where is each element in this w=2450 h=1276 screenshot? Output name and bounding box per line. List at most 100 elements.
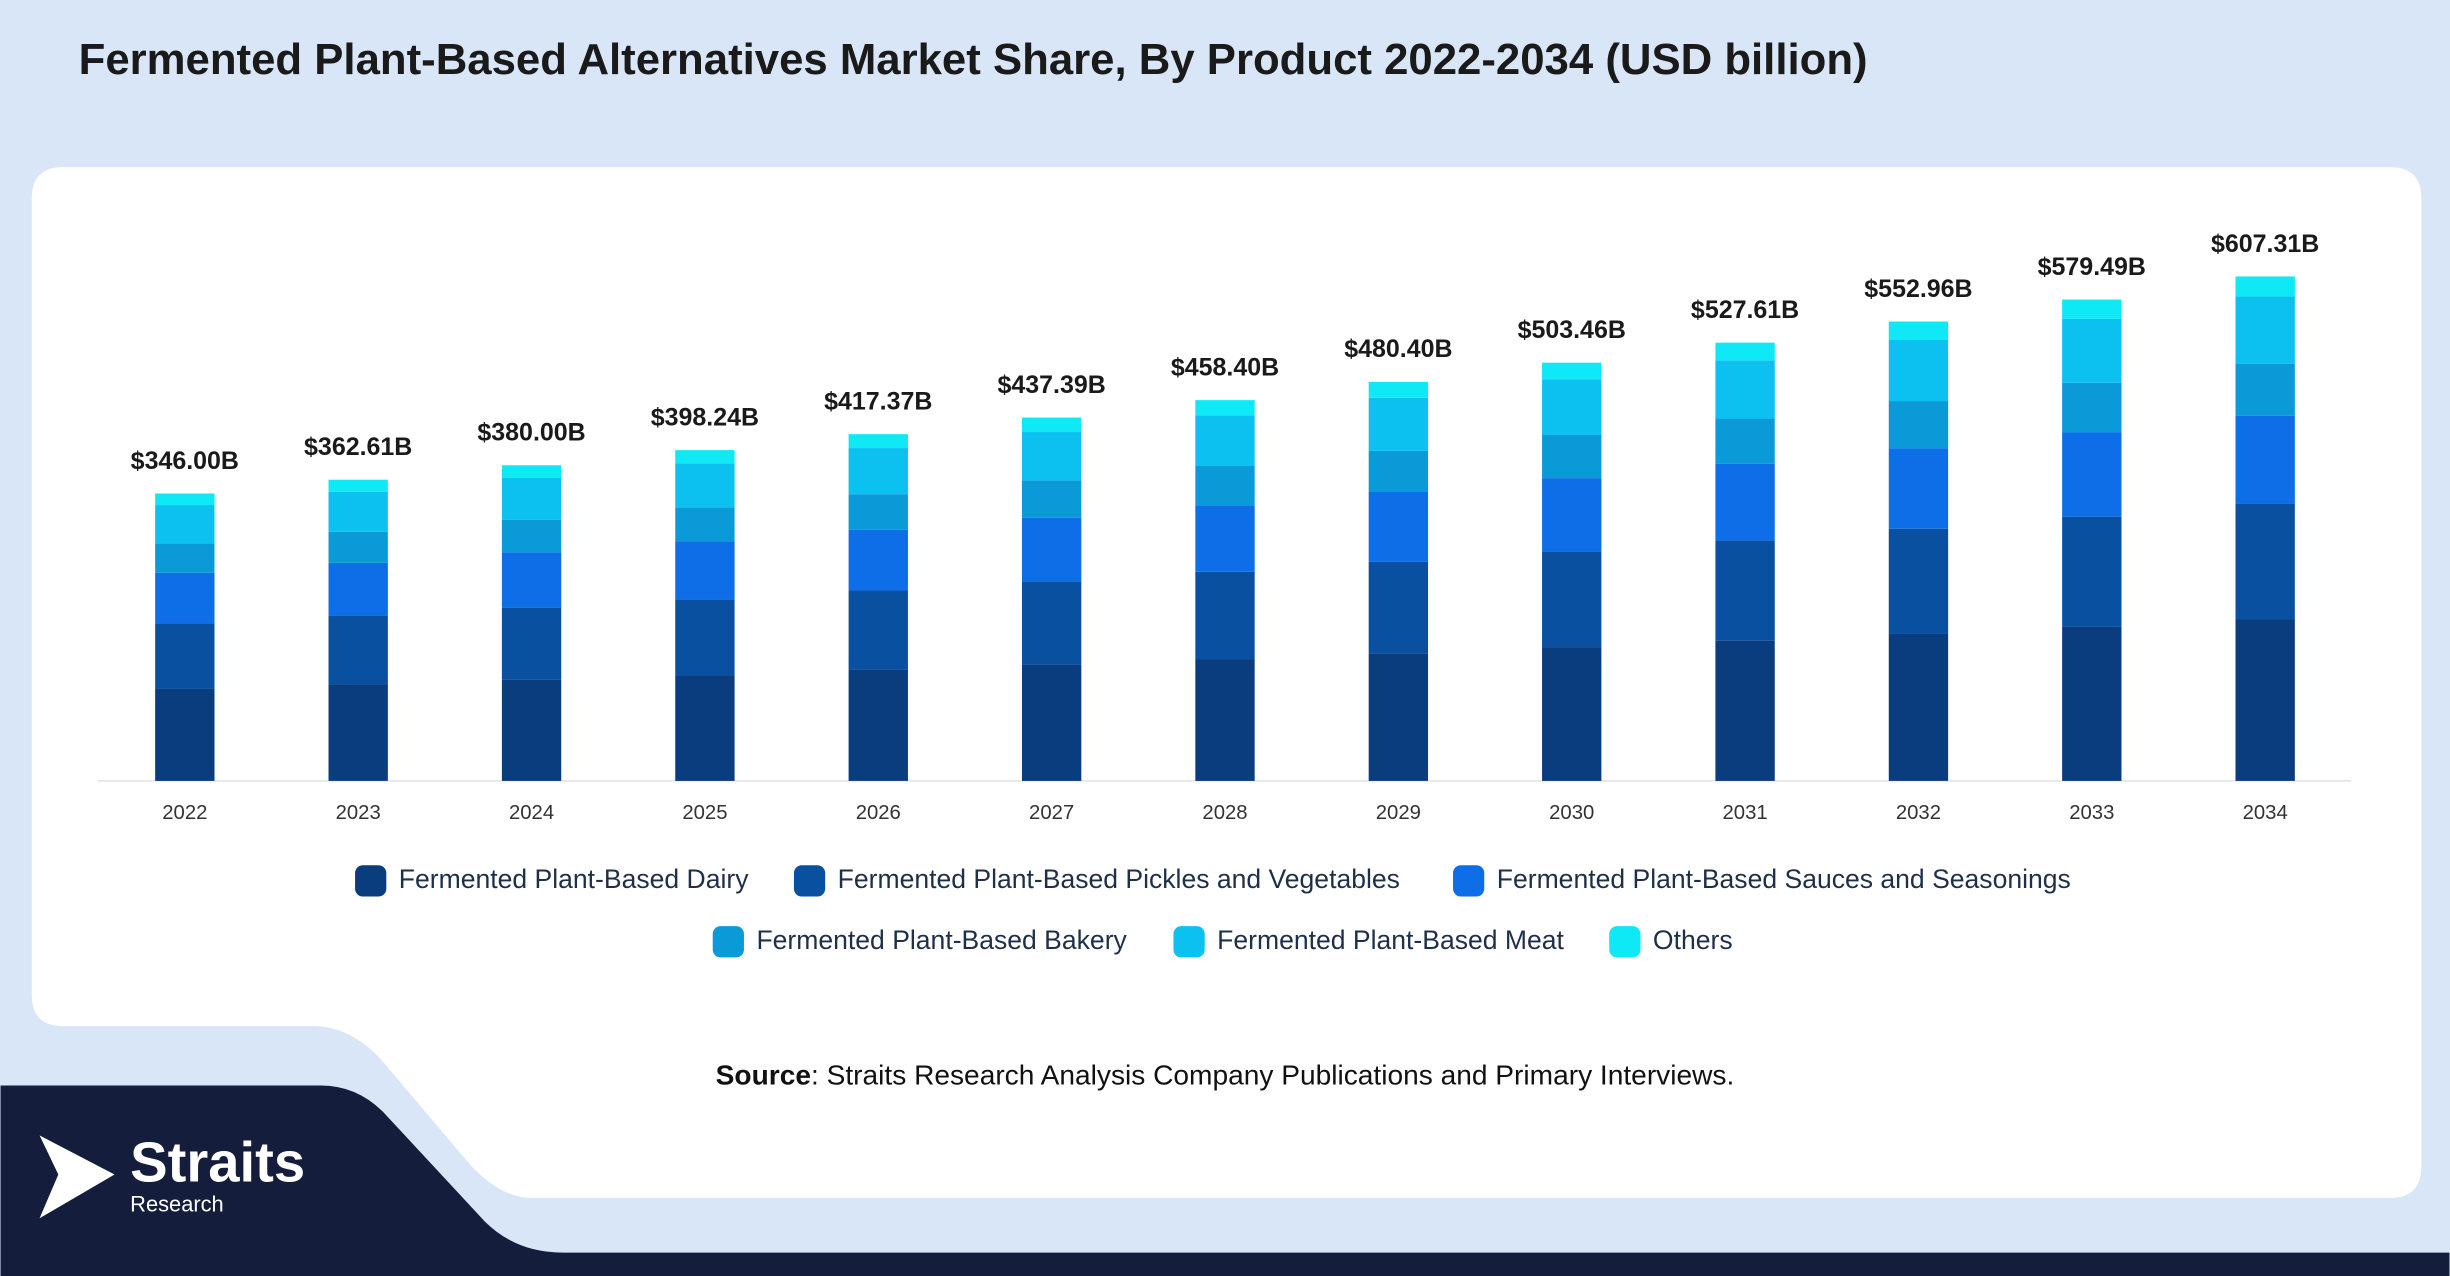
total-label: $437.39B bbox=[997, 371, 1105, 399]
bar-segment bbox=[501, 465, 562, 478]
bar-segment bbox=[155, 623, 215, 689]
bar-segment bbox=[1542, 362, 1602, 380]
bar-segment bbox=[155, 688, 215, 781]
bar-segment bbox=[1195, 659, 1255, 781]
legend-label: Fermented Plant-Based Dairy bbox=[399, 864, 749, 894]
bar-segment bbox=[1888, 401, 1949, 449]
bar-segment bbox=[1888, 448, 1949, 529]
source-text: : Straits Research Analysis Company Publ… bbox=[811, 1060, 1734, 1091]
bar-segment bbox=[2235, 363, 2295, 416]
bar-segment bbox=[675, 541, 735, 600]
x-tick-label: 2026 bbox=[856, 802, 901, 824]
x-tick-label: 2028 bbox=[1202, 802, 1247, 824]
x-tick-label: 2031 bbox=[1723, 802, 1768, 824]
x-tick-label: 2030 bbox=[1549, 802, 1594, 824]
bar-segment bbox=[1195, 466, 1255, 506]
bar-segment bbox=[1888, 633, 1949, 781]
bar-segment bbox=[1195, 571, 1255, 660]
bar-segment bbox=[1195, 415, 1255, 467]
x-tick-label: 2022 bbox=[162, 802, 207, 824]
total-label: $503.46B bbox=[1518, 316, 1626, 344]
bar-segment bbox=[1542, 435, 1602, 479]
bar-segment bbox=[2235, 276, 2295, 297]
bar-segment bbox=[501, 519, 562, 553]
bar-segment bbox=[328, 684, 388, 781]
bar-segment bbox=[501, 607, 562, 680]
chart-title: Fermented Plant-Based Alternatives Marke… bbox=[79, 35, 1868, 84]
x-tick-label: 2027 bbox=[1029, 802, 1074, 824]
legend-swatch bbox=[1453, 865, 1485, 897]
bar-segment bbox=[1888, 339, 1949, 402]
bar-segment bbox=[1195, 400, 1255, 416]
bar-segment bbox=[1715, 463, 1775, 541]
bar-segment bbox=[848, 590, 908, 670]
total-label: $417.37B bbox=[824, 388, 932, 416]
bar-segment bbox=[2235, 415, 2295, 504]
bar-segment bbox=[1368, 381, 1429, 398]
x-tick-label: 2024 bbox=[509, 802, 554, 824]
total-label: $607.31B bbox=[2211, 230, 2319, 258]
bar-segment bbox=[675, 450, 735, 464]
bar-segment bbox=[1888, 528, 1949, 634]
total-label: $362.61B bbox=[304, 433, 412, 461]
bar-segment bbox=[2062, 432, 2122, 517]
bar-segment bbox=[2062, 299, 2122, 319]
total-label: $579.49B bbox=[2038, 253, 2146, 281]
bar-segment bbox=[1368, 653, 1429, 781]
bar-segment bbox=[848, 669, 908, 781]
bar-segment bbox=[1368, 450, 1429, 493]
bar-segment bbox=[1715, 418, 1775, 464]
total-label: $458.40B bbox=[1171, 353, 1279, 381]
bar-segment bbox=[848, 448, 908, 495]
bar-segment bbox=[155, 505, 215, 544]
bar-segment bbox=[1542, 647, 1602, 781]
total-label: $398.24B bbox=[651, 403, 759, 431]
legend-swatch bbox=[355, 865, 387, 897]
bar-segment bbox=[501, 477, 562, 520]
bar-segment bbox=[328, 491, 388, 532]
x-tick-label: 2029 bbox=[1376, 802, 1421, 824]
legend-label: Fermented Plant-Based Sauces and Seasoni… bbox=[1497, 864, 2071, 894]
bar-segment bbox=[1542, 379, 1602, 436]
bar-segment bbox=[1021, 417, 1082, 433]
bar-segment bbox=[1368, 492, 1429, 562]
bar-segment bbox=[328, 479, 388, 492]
bar-segment bbox=[1888, 321, 1949, 340]
total-label: $527.61B bbox=[1691, 296, 1799, 324]
bar-segment bbox=[1715, 360, 1775, 419]
bar-segment bbox=[1021, 480, 1082, 518]
bar-segment bbox=[675, 463, 735, 508]
bar-segment bbox=[155, 493, 215, 506]
bar-segment bbox=[2235, 619, 2295, 781]
bar-segment bbox=[1542, 551, 1602, 648]
bar-segment bbox=[328, 615, 388, 685]
bar-segment bbox=[1542, 478, 1602, 552]
bar-segment bbox=[328, 531, 388, 563]
legend-swatch bbox=[712, 926, 744, 958]
legend-swatch bbox=[1609, 926, 1641, 958]
bar-segment bbox=[501, 679, 562, 781]
x-tick-label: 2032 bbox=[1896, 802, 1941, 824]
bar-segment bbox=[1368, 561, 1429, 654]
bar-segment bbox=[155, 572, 215, 624]
x-tick-label: 2034 bbox=[2243, 802, 2288, 824]
bar-segment bbox=[1021, 432, 1082, 481]
bar-segment bbox=[675, 599, 735, 676]
total-label: $480.40B bbox=[1344, 335, 1452, 363]
bar-segment bbox=[1195, 505, 1255, 572]
source: Source: Straits Research Analysis Compan… bbox=[716, 1060, 1735, 1091]
bar-segment bbox=[1368, 397, 1429, 451]
bar-segment bbox=[1021, 581, 1082, 665]
legend-label: Fermented Plant-Based Pickles and Vegeta… bbox=[838, 864, 1400, 894]
bar-segment bbox=[848, 434, 908, 449]
legend-label: Fermented Plant-Based Bakery bbox=[756, 925, 1127, 955]
bar-segment bbox=[1715, 640, 1775, 781]
legend-swatch bbox=[793, 865, 826, 897]
bar-segment bbox=[2235, 296, 2295, 364]
bar-segment bbox=[848, 529, 908, 591]
bar-segment bbox=[2235, 503, 2295, 620]
x-tick-label: 2023 bbox=[336, 802, 381, 824]
total-label: $552.96B bbox=[1864, 275, 1972, 303]
